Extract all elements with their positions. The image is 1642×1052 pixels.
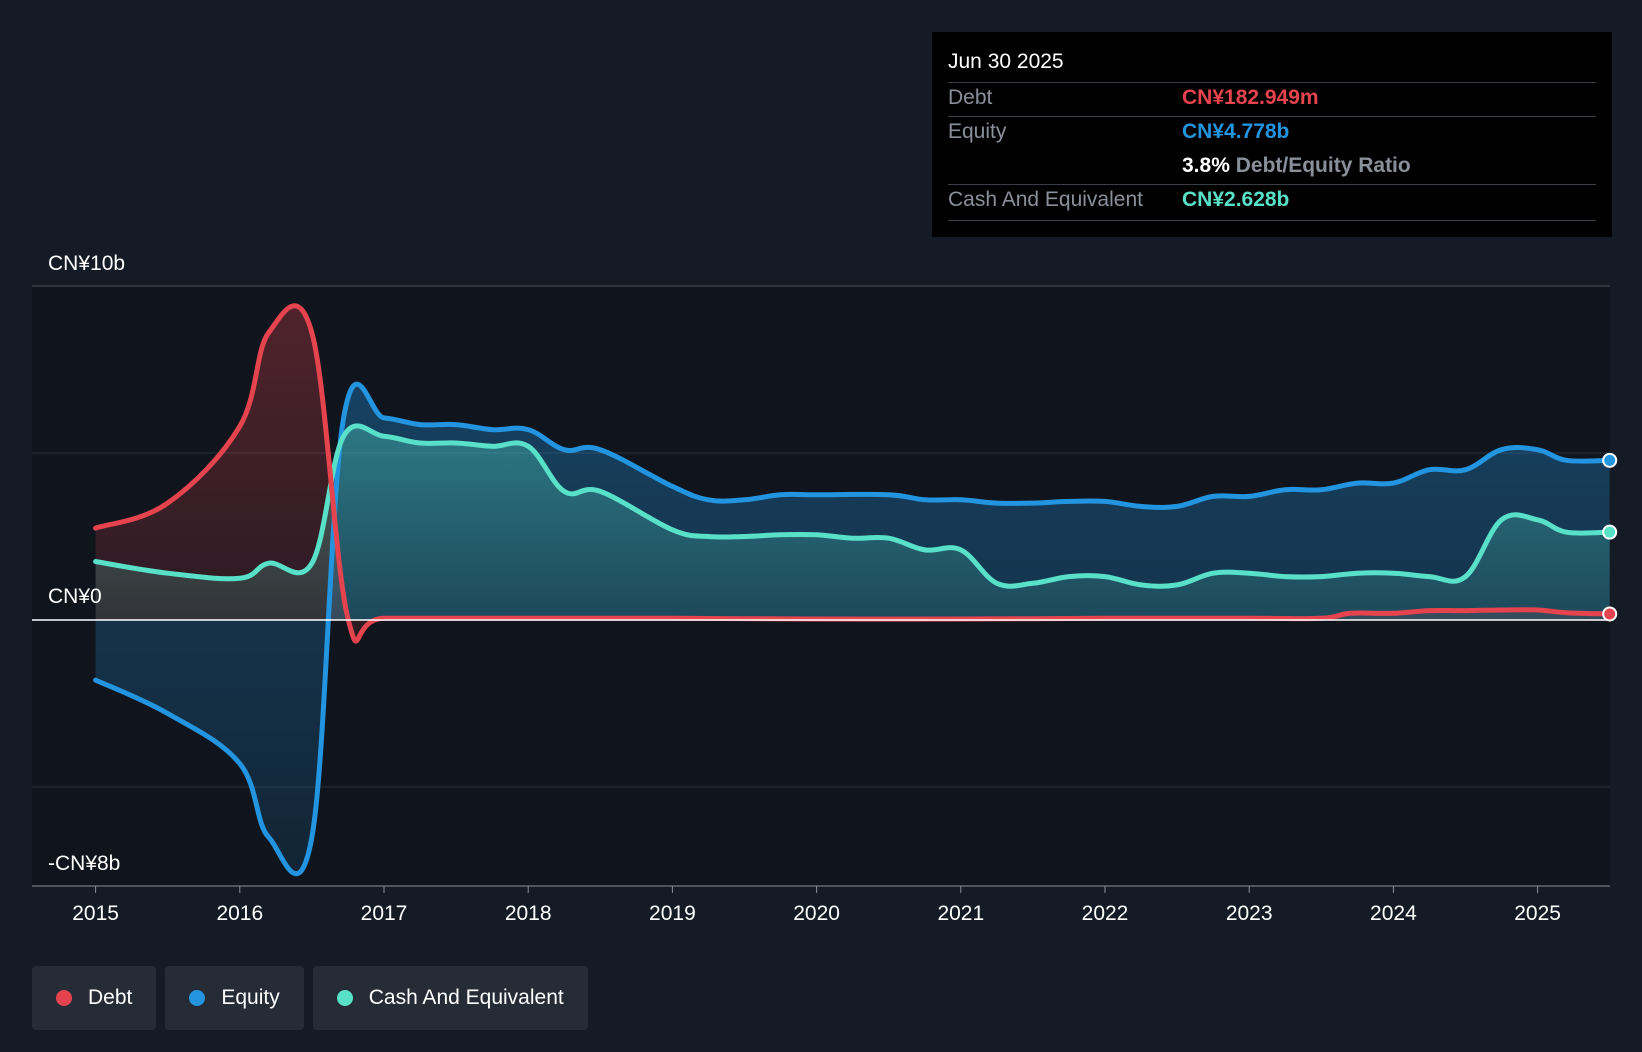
cash-and-equivalent-line (93, 423, 1613, 589)
x-tick-label: 2017 (361, 902, 408, 925)
y-tick-label: -CN¥8b (48, 852, 120, 875)
tooltip-divider (948, 82, 1596, 83)
x-tick-label: 2020 (793, 902, 840, 925)
tooltip-divider (948, 116, 1596, 117)
legend-label-debt: Debt (88, 986, 133, 1009)
tooltip-ratio-label: Debt/Equity Ratio (1235, 154, 1411, 177)
legend-label-equity: Equity (221, 986, 280, 1009)
x-tick-label: 2018 (505, 902, 552, 925)
x-tick-label: 2015 (72, 902, 119, 925)
tooltip-cash-label: Cash And Equivalent (948, 188, 1143, 211)
tooltip-date: Jun 30 2025 (948, 50, 1064, 73)
x-tick-label: 2024 (1370, 902, 1417, 925)
tooltip-divider (948, 184, 1596, 185)
legend: Debt Equity Cash And Equivalent (32, 966, 588, 1030)
tooltip-equity-label: Equity (948, 120, 1007, 143)
legend-item-cash[interactable]: Cash And Equivalent (312, 966, 588, 1030)
debt-line (93, 303, 1613, 644)
x-tick-label: 2021 (937, 902, 984, 925)
debt-endpoint-marker (1602, 606, 1618, 622)
legend-item-debt[interactable]: Debt (32, 966, 157, 1030)
tooltip: Jun 30 2025 Debt CN¥182.949m Equity CN¥4… (932, 32, 1612, 237)
x-tick-label: 2023 (1226, 902, 1273, 925)
equity-line (93, 381, 1613, 877)
y-tick-label: CN¥0 (48, 585, 102, 608)
tooltip-cash-value: CN¥2.628b (1182, 188, 1290, 211)
x-tick-label: 2016 (216, 902, 263, 925)
x-tick-label: 2019 (649, 902, 696, 925)
legend-item-equity[interactable]: Equity (165, 966, 304, 1030)
cash-and-equivalent-endpoint-marker (1602, 524, 1618, 540)
x-tick-label: 2022 (1082, 902, 1129, 925)
tooltip-debt-label: Debt (948, 86, 993, 109)
tooltip-ratio-value: 3.8% (1182, 154, 1230, 177)
y-tick-label: CN¥10b (48, 252, 125, 275)
tooltip-divider (948, 220, 1596, 221)
x-tick-label: 2025 (1514, 902, 1561, 925)
legend-label-cash: Cash And Equivalent (368, 986, 564, 1009)
tooltip-debt-value: CN¥182.949m (1182, 86, 1319, 109)
tooltip-ratio: 3.8% Debt/Equity Ratio (1182, 154, 1411, 178)
cash-dot-icon (336, 990, 353, 1006)
debt-dot-icon (56, 990, 72, 1006)
cash-and-equivalent-area (95, 425, 1610, 620)
equity-endpoint-marker (1602, 452, 1618, 468)
tooltip-equity-value: CN¥4.778b (1182, 120, 1290, 143)
equity-dot-icon (189, 990, 206, 1006)
